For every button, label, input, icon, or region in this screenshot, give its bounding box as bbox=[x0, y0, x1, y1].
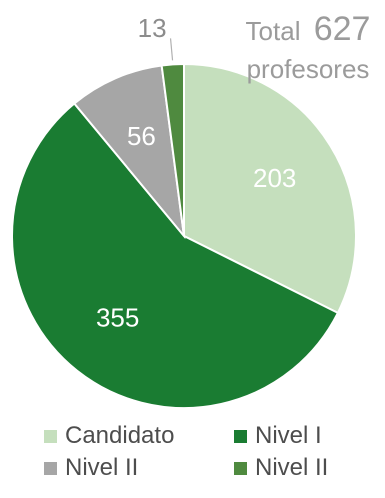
legend-item-nivel-ii-gray: Nivel II bbox=[44, 454, 138, 482]
legend-swatch bbox=[234, 461, 247, 475]
legend-swatch bbox=[44, 429, 57, 443]
legend-label: Nivel II bbox=[255, 454, 329, 481]
total-label: Total bbox=[245, 16, 301, 46]
legend-label: Nivel II bbox=[65, 454, 139, 481]
slice-data-label: 203 bbox=[253, 163, 296, 193]
slice-data-label: 13 bbox=[138, 13, 167, 43]
total-line: Total 627 bbox=[238, 12, 378, 48]
leader-line bbox=[169, 38, 174, 61]
legend-swatch bbox=[234, 429, 247, 443]
total-annotation: Total 627 profesores bbox=[238, 12, 378, 84]
slice-data-label: 355 bbox=[96, 302, 139, 332]
pie-slice bbox=[183, 62, 357, 315]
legend-item-candidato: Candidato bbox=[44, 422, 174, 450]
legend-item-nivel-i: Nivel I bbox=[234, 422, 322, 450]
legend-label: Candidato bbox=[65, 422, 175, 449]
legend-item-nivel-ii-green: Nivel II bbox=[234, 454, 328, 482]
total-unit: profesores bbox=[246, 54, 370, 84]
legend-swatch bbox=[44, 461, 57, 475]
pie-slice bbox=[72, 64, 186, 240]
legend-label: Nivel I bbox=[255, 422, 322, 449]
total-value: 627 bbox=[313, 10, 371, 48]
slice-data-label: 56 bbox=[127, 121, 156, 151]
pie-slice bbox=[11, 102, 340, 409]
pie-slice bbox=[160, 62, 185, 237]
